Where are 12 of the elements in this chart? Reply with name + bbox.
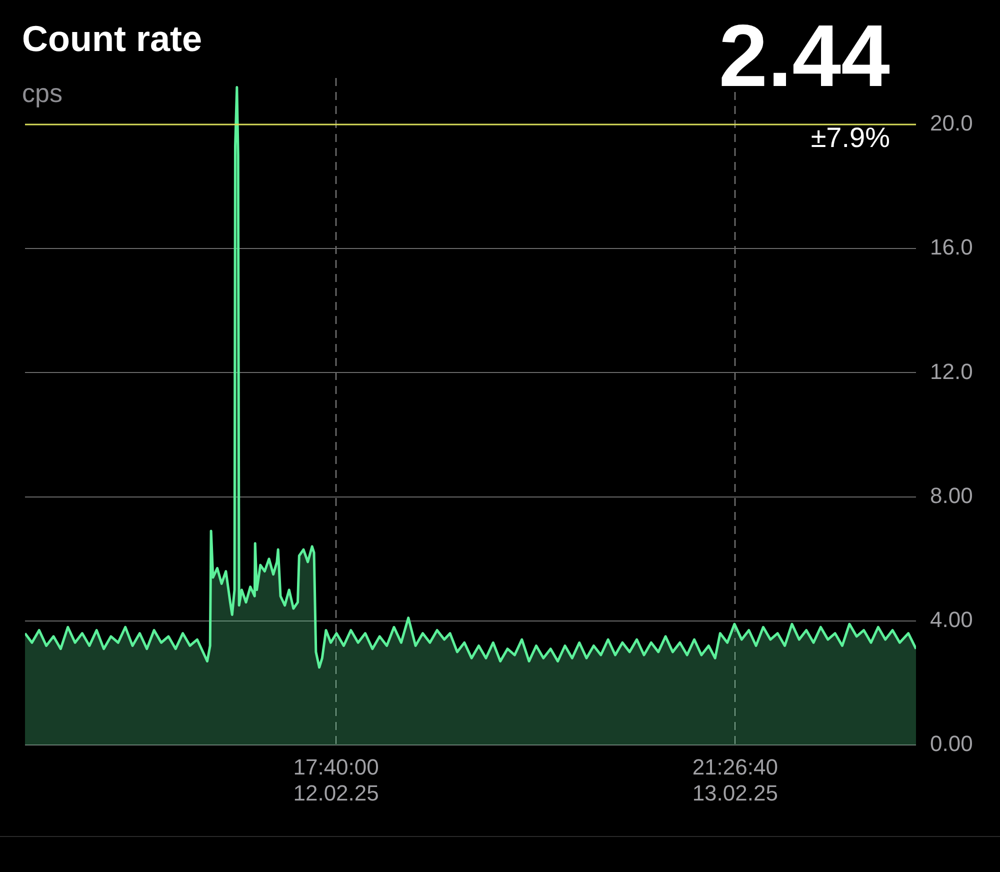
y-tick-label: 20.0 xyxy=(930,110,973,136)
annotation: ±7.9% xyxy=(810,122,890,154)
y-tick-label: 8.00 xyxy=(930,482,973,508)
y-tick-label: 12.0 xyxy=(930,358,973,384)
chart-subtitle: cps xyxy=(22,78,62,109)
x-tick-label: 21:26:40 13.02.25 xyxy=(692,754,778,806)
y-tick-label: 16.0 xyxy=(930,234,973,260)
y-tick-label: 0.00 xyxy=(930,731,973,756)
x-tick-label: 17:40:00 12.02.25 xyxy=(293,754,379,806)
annotation: 2.44 xyxy=(718,6,890,105)
y-tick-label: 4.00 xyxy=(930,606,973,632)
chart-title: Count rate xyxy=(22,18,202,60)
